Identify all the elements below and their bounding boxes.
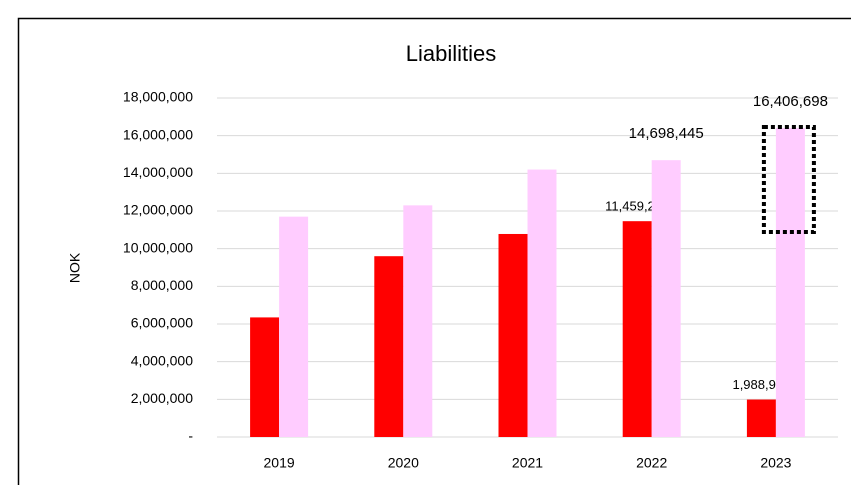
bar <box>775 128 805 437</box>
y-tick-label: - <box>188 428 193 444</box>
bar <box>651 160 681 437</box>
bar <box>622 221 652 437</box>
y-tick-label: 16,000,000 <box>123 126 193 142</box>
bar <box>403 205 433 437</box>
data-label: 16,406,698 <box>753 93 828 110</box>
data-label: 1,988,985 <box>732 377 790 392</box>
y-tick-label: 4,000,000 <box>131 352 193 368</box>
bar <box>527 169 557 438</box>
chart-frame <box>17 17 851 485</box>
y-axis-label: NOK <box>67 252 83 283</box>
x-tick-label: 2020 <box>388 455 419 471</box>
highlight-box <box>761 125 816 234</box>
y-tick-label: 2,000,000 <box>131 390 193 406</box>
bar <box>746 399 776 437</box>
x-tick-label: 2023 <box>760 455 791 471</box>
chart-title: Liabilities <box>406 41 497 66</box>
data-label: 14,698,445 <box>629 125 704 142</box>
bar <box>250 317 280 437</box>
y-tick-label: 14,000,000 <box>123 164 193 180</box>
y-tick-label: 6,000,000 <box>131 315 193 331</box>
bar <box>279 216 309 437</box>
y-tick-label: 8,000,000 <box>131 277 193 293</box>
y-tick-label: 10,000,000 <box>123 239 193 255</box>
x-tick-label: 2019 <box>264 455 295 471</box>
y-tick-label: 18,000,000 <box>123 89 193 105</box>
x-tick-label: 2021 <box>512 455 543 471</box>
bar <box>374 256 404 437</box>
y-tick-label: 12,000,000 <box>123 202 193 218</box>
x-tick-label: 2022 <box>636 455 667 471</box>
bar <box>498 233 528 437</box>
